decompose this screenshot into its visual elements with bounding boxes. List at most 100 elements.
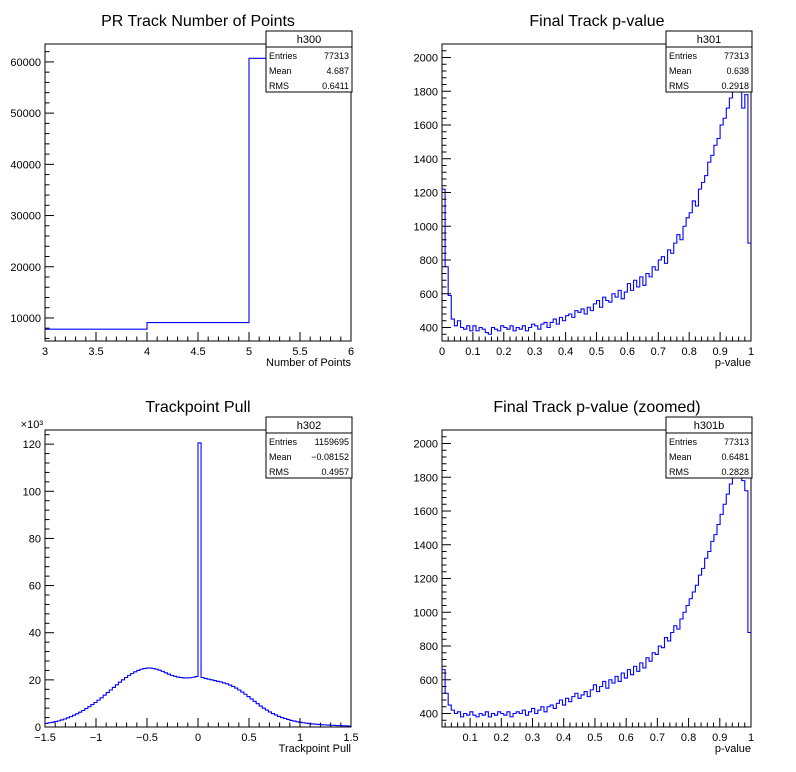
- x-tick-label: 0.6: [620, 346, 635, 358]
- stats-value: 77313: [724, 437, 749, 447]
- stats-label: Mean: [269, 452, 292, 462]
- x-tick-label: 6: [348, 346, 354, 358]
- stats-label: RMS: [669, 81, 689, 91]
- x-tick-label: 4.5: [190, 346, 205, 358]
- x-tick-label: 0.5: [241, 732, 256, 744]
- x-tick-label: −0.5: [136, 732, 158, 744]
- y-tick-label: 400: [420, 709, 438, 721]
- histogram-line: [45, 442, 351, 727]
- stats-value: 4.687: [326, 66, 349, 76]
- stats-name: h301: [697, 34, 721, 46]
- stats-box: h302 Entries 1159695 Mean −0.08152 RMS 0.4957: [265, 416, 353, 479]
- stats-value: 0.4957: [321, 467, 349, 477]
- y-tick-label: 800: [420, 255, 438, 267]
- y-tick-label: 30000: [10, 211, 41, 223]
- y-tick-label: 2000: [414, 439, 438, 451]
- x-axis-label: Trackpoint Pull: [279, 743, 351, 755]
- stats-box: h300 Entries 77313 Mean 4.687 RMS 0.6411: [265, 30, 353, 93]
- y-tick-label: 2000: [414, 53, 438, 65]
- stats-value: 0.6481: [721, 452, 749, 462]
- y-tick-label: 60: [29, 581, 41, 593]
- stats-value: 0.6411: [322, 81, 349, 91]
- y-tick-label: 40: [29, 628, 41, 640]
- chart-title: Final Track p-value: [529, 13, 664, 30]
- y-tick-label: 400: [420, 323, 438, 335]
- stats-value: 77313: [724, 51, 749, 61]
- histogram-line: [442, 56, 751, 335]
- stats-label: Entries: [269, 51, 298, 61]
- stats-value: 0.2918: [721, 81, 749, 91]
- x-tick-label: 0.2: [496, 346, 511, 358]
- x-tick-label: 0.1: [462, 732, 477, 744]
- y-tick-label: 1400: [414, 154, 438, 166]
- stats-name: h302: [297, 420, 321, 432]
- x-axis-label: p-value: [715, 743, 751, 755]
- stats-box: h301 Entries 77313 Mean 0.638 RMS 0.2918: [665, 30, 753, 93]
- x-tick-label: 3.5: [88, 346, 103, 358]
- stats-label: Entries: [669, 51, 698, 61]
- x-tick-label: 1: [297, 732, 303, 744]
- x-tick-label: 0.8: [682, 346, 697, 358]
- stats-value: 77313: [324, 51, 349, 61]
- y-tick-label: 20: [29, 675, 41, 687]
- x-tick-label: 0.3: [525, 732, 540, 744]
- y-tick-label: 100: [23, 486, 41, 498]
- x-axis-label: p-value: [715, 357, 751, 369]
- x-tick-label: 0.1: [465, 346, 480, 358]
- y-tick-label: 1800: [414, 472, 438, 484]
- stats-label: Mean: [269, 66, 292, 76]
- panel-final-track-p-value-zoomed: Final Track p-value (zoomed) 0.1 0.2 0.3 0.4…: [414, 399, 755, 755]
- y-tick-label: 800: [420, 641, 438, 653]
- x-tick-label: 0.3: [527, 346, 542, 358]
- stats-label: Mean: [669, 66, 692, 76]
- stats-label: RMS: [269, 467, 289, 477]
- stats-label: Mean: [669, 452, 692, 462]
- x-tick-label: 1.5: [343, 732, 358, 744]
- y-tick-label: 60000: [10, 57, 41, 69]
- x-tick-label: −1: [90, 732, 103, 744]
- stats-box: h301b Entries 77313 Mean 0.6481 RMS 0.2828: [665, 416, 753, 479]
- chart-title: PR Track Number of Points: [101, 13, 295, 30]
- stats-value: 0.638: [726, 66, 749, 76]
- stats-value: 1159695: [315, 437, 349, 447]
- x-tick-label: 0.4: [556, 732, 571, 744]
- stats-value: −0.08152: [311, 452, 349, 462]
- x-tick-label: 0.2: [494, 732, 509, 744]
- y-tick-label: 1800: [414, 86, 438, 98]
- y-tick-label: 10000: [10, 313, 41, 325]
- stats-name: h300: [297, 34, 321, 46]
- stats-label: RMS: [669, 467, 689, 477]
- x-tick-label: 0.7: [650, 732, 665, 744]
- y-tick-label: 0: [35, 722, 41, 734]
- x-tick-label: 0.7: [651, 346, 666, 358]
- stats-value: 0.2828: [721, 467, 749, 477]
- panel-final-track-p-value: Final Track p-value 0 0.1 0.2 0.3 0.4 0.5 0.6 0.…: [414, 13, 755, 369]
- x-tick-label: 0.9: [712, 732, 727, 744]
- y-tick-label: 1200: [414, 188, 438, 200]
- x-axis-label: Number of Points: [266, 357, 351, 369]
- y-tick-label: 1600: [414, 506, 438, 518]
- y-axis-multiplier: ×10³: [21, 419, 44, 431]
- y-tick-label: 600: [420, 675, 438, 687]
- y-tick-label: 600: [420, 289, 438, 301]
- x-tick-label: 0.9: [712, 346, 727, 358]
- x-tick-label: 0.5: [587, 732, 602, 744]
- y-tick-label: 40000: [10, 159, 41, 171]
- y-tick-label: 1000: [414, 221, 438, 233]
- chart-title: Trackpoint Pull: [145, 399, 250, 416]
- histogram-line: [45, 57, 351, 330]
- x-tick-label: 1: [748, 732, 754, 744]
- x-tick-label: 0.4: [558, 346, 573, 358]
- x-tick-label: 0.5: [589, 346, 604, 358]
- y-tick-label: 50000: [10, 108, 41, 120]
- y-tick-label: 1600: [414, 120, 438, 132]
- x-tick-label: 5.5: [292, 346, 307, 358]
- stats-name: h301b: [694, 420, 725, 432]
- x-tick-label: 0: [439, 346, 445, 358]
- y-tick-label: 20000: [10, 262, 41, 274]
- x-tick-label: 5: [246, 346, 252, 358]
- histogram-line: [442, 442, 751, 718]
- y-tick-label: 1000: [414, 607, 438, 619]
- panel-trackpoint-pull: Trackpoint Pull −1.5 −1 −0.5 0 0.5 1 1.5 0 20 40 60…: [21, 399, 359, 755]
